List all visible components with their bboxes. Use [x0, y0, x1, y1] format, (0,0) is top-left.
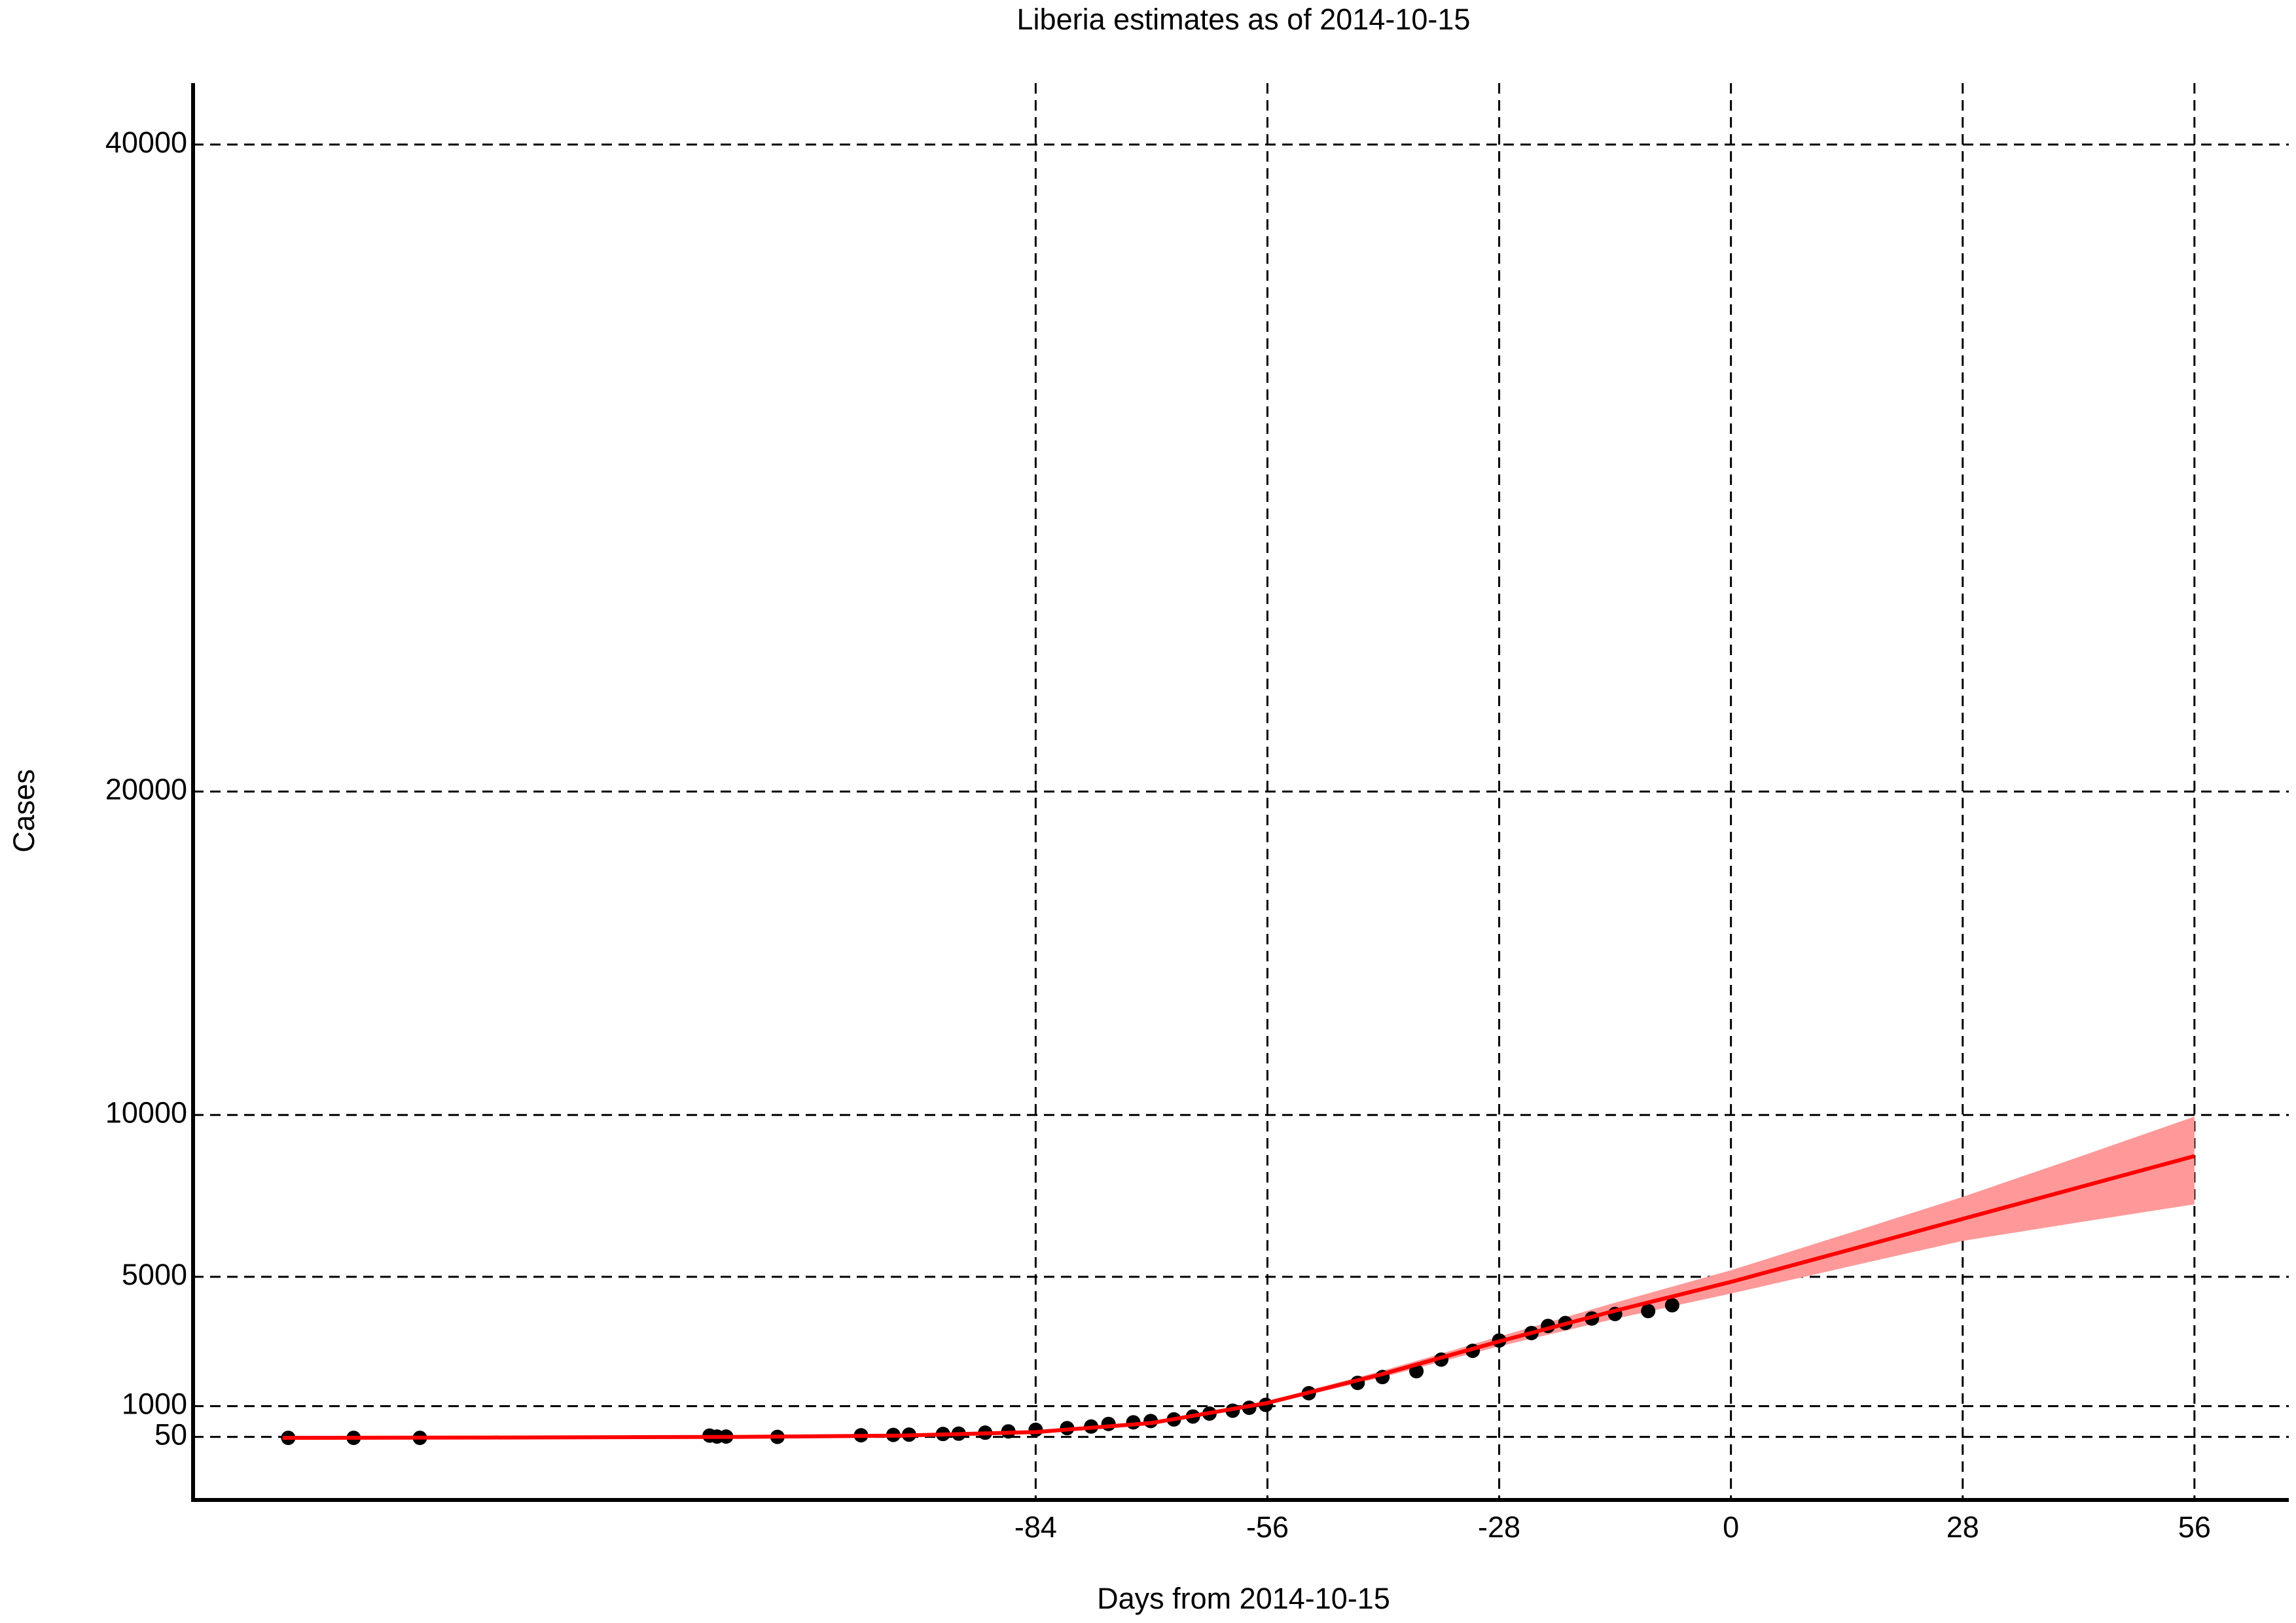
y-axis-label: Cases [7, 769, 41, 853]
data-point [1409, 1364, 1424, 1379]
data-point [1641, 1304, 1656, 1319]
fit-line [282, 1154, 2195, 1440]
x-tick-label: 0 [1723, 1510, 1739, 1544]
data-point [1664, 1298, 1679, 1313]
y-tick-label: 1000 [122, 1387, 187, 1421]
y-tick-label: 20000 [105, 772, 187, 806]
y-tick-label: 10000 [105, 1096, 187, 1130]
x-tick-label: 28 [1946, 1510, 1979, 1544]
x-axis-label: Days from 2014-10-15 [1097, 1582, 1390, 1615]
x-tick-label: -56 [1246, 1510, 1289, 1544]
x-tick-label: -28 [1478, 1510, 1520, 1544]
data-point [1101, 1416, 1116, 1431]
x-tick-label: 56 [2178, 1510, 2211, 1544]
x-tick-label: -84 [1014, 1510, 1057, 1544]
y-tick-label: 50 [154, 1418, 187, 1452]
y-tick-label: 5000 [122, 1258, 187, 1291]
chart-title: Liberia estimates as of 2014-10-15 [1017, 3, 1471, 36]
y-tick-label: 40000 [105, 126, 187, 159]
